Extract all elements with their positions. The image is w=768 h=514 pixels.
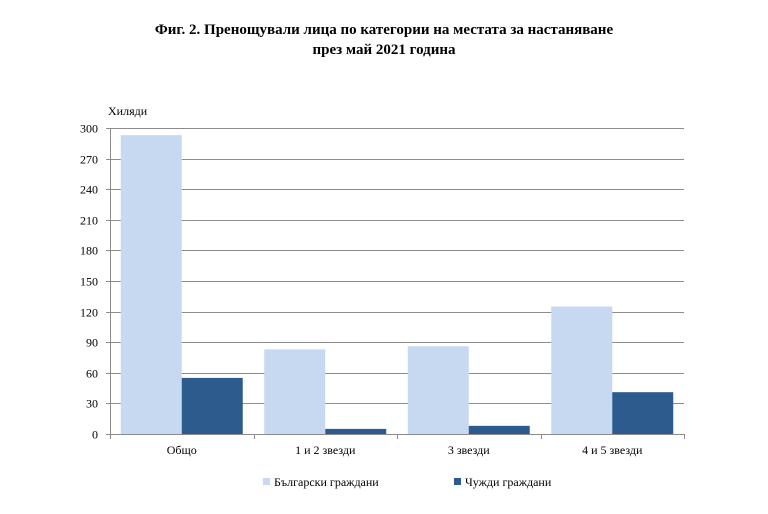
bar [181,377,243,434]
y-axis-label: Хиляди [108,104,148,118]
legend-label: Чужди граждани [465,475,552,489]
y-tick-label: 120 [80,306,98,320]
bar [551,306,613,434]
y-tick-label: 60 [86,367,98,381]
y-tick-label: 0 [92,428,98,442]
x-tick-label: 4 и 5 звезди [582,443,643,457]
legend-label: Български граждани [274,475,379,489]
y-tick-label: 270 [80,153,98,167]
bar [612,392,674,434]
bar [325,428,387,434]
legend-swatch [263,478,270,485]
y-tick-label: 150 [80,275,98,289]
bar [468,425,530,434]
legend-swatch [454,478,461,485]
y-tick-label: 240 [80,183,98,197]
y-tick-label: 30 [86,397,98,411]
y-tick-label: 300 [80,122,98,136]
y-tick-label: 210 [80,214,98,228]
bar [264,349,326,434]
bar [407,346,469,434]
y-tick-label: 180 [80,244,98,258]
chart-title-line-1: Фиг. 2. Пренощували лица по категории на… [154,22,614,38]
y-tick-label: 90 [86,336,98,350]
x-tick-label: Общо [167,443,197,457]
x-tick-label: 3 звезди [448,443,490,457]
chart-title-line-2: през май 2021 година [312,42,456,58]
bar [120,135,182,434]
x-tick-label: 1 и 2 звезди [295,443,356,457]
chart-title: Фиг. 2. Пренощували лица по категории на… [0,20,768,60]
